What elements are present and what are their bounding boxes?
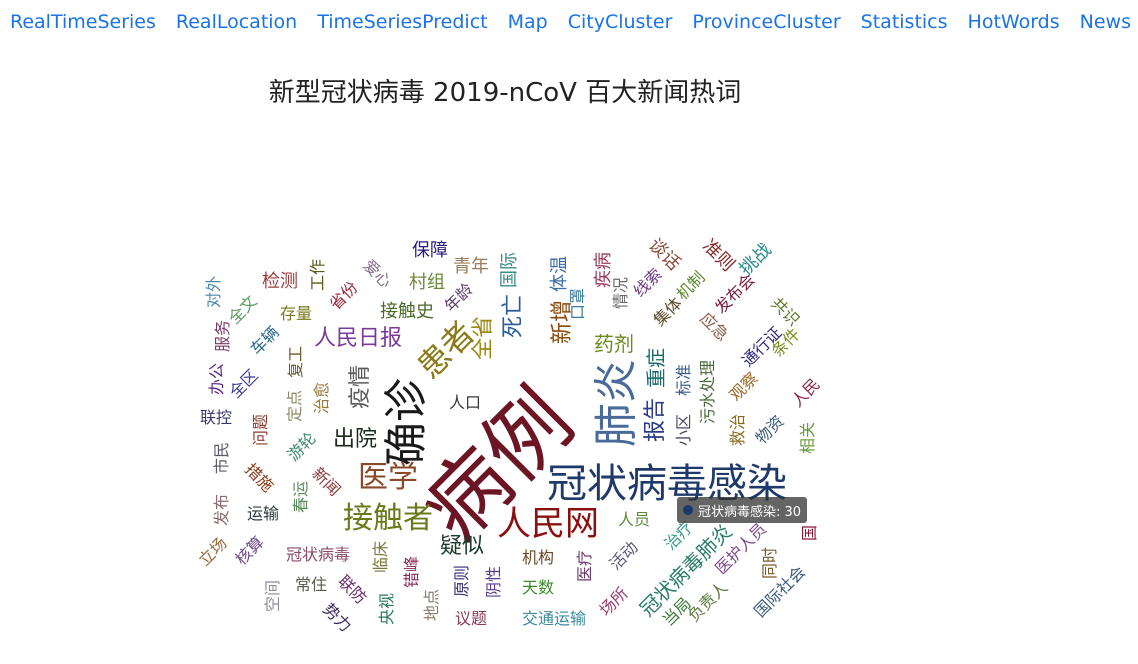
word-11[interactable]: 全省 <box>470 315 496 361</box>
word-92[interactable]: 交通运输 <box>521 609 586 628</box>
word-54[interactable]: 定点 <box>284 389 304 423</box>
top-nav: RealTimeSeries RealLocation TimeSeriesPr… <box>0 0 1138 44</box>
word-53[interactable]: 治愈 <box>311 381 331 415</box>
word-34[interactable]: 口罩 <box>567 287 587 321</box>
word-31[interactable]: 爱心 <box>359 255 396 292</box>
word-20[interactable]: 保障 <box>412 240 448 261</box>
nav-link-reallocation[interactable]: RealLocation <box>175 11 298 33</box>
nav-link-realtimeseries[interactable]: RealTimeSeries <box>10 11 156 33</box>
word-60[interactable]: 服务 <box>212 319 232 353</box>
word-37[interactable]: 线索 <box>629 264 666 301</box>
word-35[interactable]: 情况 <box>610 276 630 310</box>
word-30[interactable]: 工作 <box>307 258 327 292</box>
word-86[interactable]: 国 <box>799 524 819 542</box>
nav-link-news[interactable]: News <box>1079 11 1131 33</box>
word-33[interactable]: 年龄 <box>440 279 477 316</box>
word-9[interactable]: 疫情 <box>347 364 373 410</box>
word-65[interactable]: 新闻 <box>308 463 345 500</box>
word-66[interactable]: 市民 <box>211 441 231 475</box>
word-3[interactable]: 肺炎 <box>591 359 642 447</box>
word-62[interactable]: 联控 <box>199 408 232 427</box>
word-77[interactable]: 阴性 <box>483 565 503 599</box>
word-98[interactable]: 常住 <box>294 575 327 594</box>
word-46[interactable]: 标准 <box>673 363 693 397</box>
word-21[interactable]: 青年 <box>453 256 489 277</box>
word-69[interactable]: 发布 <box>211 493 231 527</box>
word-89[interactable]: 负责人 <box>683 577 732 626</box>
word-19[interactable]: 村组 <box>409 272 445 293</box>
word-95[interactable]: 央视 <box>376 592 396 626</box>
nav-link-timeseriespredict[interactable]: TimeSeriesPredict <box>317 11 488 33</box>
word-tooltip: 冠状病毒感染: 30 <box>677 497 808 523</box>
word-91[interactable]: 场所 <box>595 583 632 620</box>
word-22[interactable]: 国际 <box>499 252 520 288</box>
word-71[interactable]: 核算 <box>231 532 268 569</box>
word-81[interactable]: 活动 <box>605 537 642 574</box>
word-5[interactable]: 接触者 <box>343 501 433 536</box>
word-64[interactable]: 游轮 <box>283 428 320 465</box>
nav-link-map[interactable]: Map <box>507 11 548 33</box>
word-49[interactable]: 救治 <box>727 413 747 447</box>
word-23[interactable]: 体温 <box>549 256 570 292</box>
word-26[interactable]: 准则 <box>698 235 739 276</box>
word-12[interactable]: 死亡 <box>500 293 526 339</box>
word-73[interactable]: 冠状病毒 <box>285 545 350 564</box>
word-74[interactable]: 临床 <box>370 540 390 574</box>
word-14[interactable]: 药剂 <box>594 332 634 356</box>
tooltip-dot-icon <box>683 505 693 515</box>
word-72[interactable]: 立场 <box>194 533 231 570</box>
word-44[interactable]: 观察 <box>725 368 762 405</box>
word-61[interactable]: 办公 <box>206 362 226 396</box>
word-63[interactable]: 问题 <box>250 413 270 447</box>
page-title: 新型冠状病毒 2019-nCoV 百大新闻热词 <box>268 78 742 108</box>
word-93[interactable]: 议题 <box>454 609 487 628</box>
word-28[interactable]: 存量 <box>279 304 312 323</box>
nav-link-provincecluster[interactable]: ProvinceCluster <box>692 11 841 33</box>
word-45[interactable]: 人民 <box>787 374 824 411</box>
word-16[interactable]: 报告 <box>642 397 668 443</box>
word-96[interactable]: 势力 <box>319 599 356 636</box>
word-67[interactable]: 措施 <box>241 459 278 496</box>
word-36[interactable]: 集体 <box>649 293 686 330</box>
word-70[interactable]: 运输 <box>246 504 279 523</box>
word-51[interactable]: 相关 <box>797 421 817 455</box>
word-82[interactable]: 人员 <box>617 510 650 529</box>
word-56[interactable]: 全区 <box>225 365 262 402</box>
word-76[interactable]: 原则 <box>451 564 471 598</box>
word-18[interactable]: 接触史 <box>380 301 434 322</box>
word-99[interactable]: 空间 <box>262 579 282 613</box>
word-48[interactable]: 小区 <box>673 413 693 447</box>
word-57[interactable]: 车辆 <box>246 322 283 359</box>
word-17[interactable]: 疑似 <box>439 534 484 559</box>
word-15[interactable]: 重症 <box>644 348 668 388</box>
nav-link-citycluster[interactable]: CityCluster <box>567 11 673 33</box>
word-10[interactable]: 出院 <box>332 427 377 452</box>
word-87[interactable]: 同时 <box>759 546 779 580</box>
word-94[interactable]: 地点 <box>421 588 441 622</box>
nav-link-hotwords[interactable]: HotWords <box>967 11 1060 33</box>
word-50[interactable]: 物资 <box>751 411 788 448</box>
word-7[interactable]: 患者 <box>409 313 483 387</box>
word-52[interactable]: 人口 <box>448 393 481 412</box>
word-47[interactable]: 污水处理 <box>697 359 717 425</box>
word-4[interactable]: 人民网 <box>497 504 599 544</box>
word-8[interactable]: 人民日报 <box>313 326 402 351</box>
word-2[interactable]: 确诊 <box>381 378 432 466</box>
word-39[interactable]: 发布会 <box>710 269 759 318</box>
word-79[interactable]: 天数 <box>521 578 554 597</box>
word-32[interactable]: 省份 <box>325 277 362 314</box>
word-38[interactable]: 机制 <box>672 267 709 304</box>
word-97[interactable]: 联防 <box>334 571 371 608</box>
word-55[interactable]: 复工 <box>285 345 305 379</box>
word-78[interactable]: 机构 <box>521 548 554 567</box>
nav-link-statistics[interactable]: Statistics <box>860 11 948 33</box>
word-29[interactable]: 检测 <box>262 271 298 292</box>
word-59[interactable]: 对外 <box>203 275 223 309</box>
word-6[interactable]: 医学 <box>358 460 418 495</box>
word-75[interactable]: 错峰 <box>401 555 421 589</box>
word-80[interactable]: 医疗 <box>574 549 594 583</box>
tooltip-text: 冠状病毒感染: 30 <box>698 504 802 520</box>
word-68[interactable]: 春运 <box>290 480 310 514</box>
